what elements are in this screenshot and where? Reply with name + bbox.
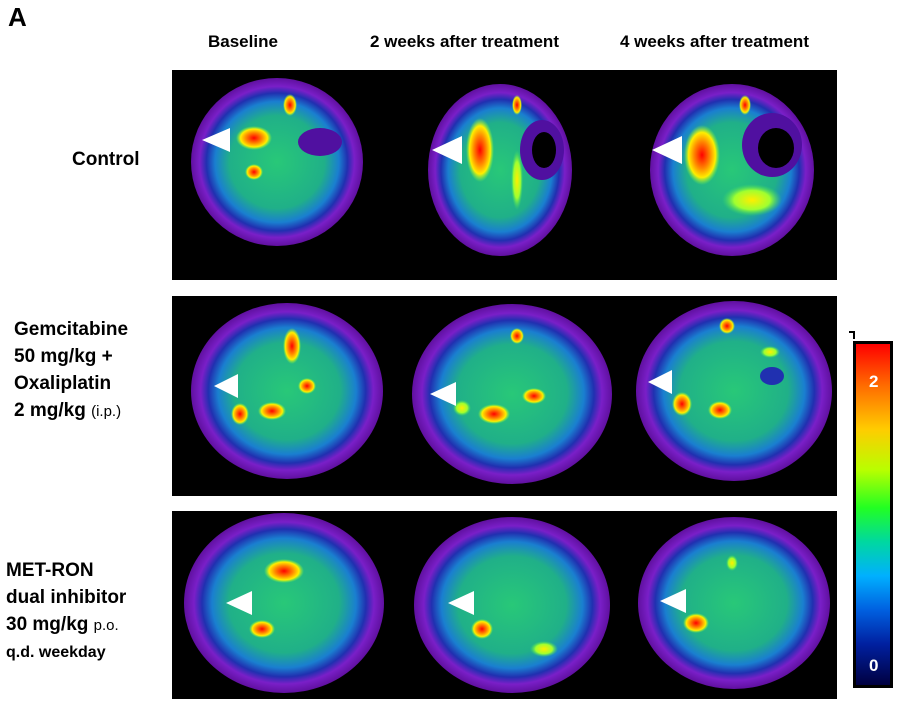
scan-control-4-weeks — [650, 84, 814, 256]
row-label-met-line-3: 30 mg/kg p.o. — [6, 611, 126, 639]
row-label-gem-line-4: 2 mg/kg (i.p.) — [14, 397, 128, 425]
scan-met-4-weeks — [638, 517, 830, 689]
panel-letter: A — [8, 2, 27, 32]
scan-gem-2-weeks — [412, 304, 612, 484]
row-label-gem-oxa: Gemcitabine 50 mg/kg + Oxaliplatin 2 mg/… — [14, 316, 128, 425]
row-label-gem-dose: 2 mg/kg — [14, 400, 86, 421]
colorbar-max-label: 2 — [869, 372, 879, 391]
scan-row-gem-oxa — [191, 301, 832, 484]
row-label-met-line-4: q.d. weekday — [6, 644, 106, 661]
column-title-2-weeks: 2 weeks after treatment — [370, 32, 559, 51]
row-label-gem-route: (i.p.) — [91, 403, 122, 420]
colorbar-min-label: 0 — [869, 656, 879, 675]
colorbar-outline — [849, 331, 855, 339]
row-label-control: Control — [72, 146, 140, 173]
scan-met-baseline — [184, 513, 384, 693]
scan-row-met-ron — [184, 513, 830, 693]
scan-row-control — [191, 78, 814, 256]
column-title-4-weeks: 4 weeks after treatment — [620, 32, 809, 51]
colorbar-gradient — [856, 344, 890, 685]
row-label-met-ron: MET-RON dual inhibitor 30 mg/kg p.o. q.d… — [6, 557, 126, 666]
scan-panel-met-ron — [172, 511, 837, 699]
scan-control-baseline — [191, 78, 363, 246]
row-label-met-line-1: MET-RON — [6, 560, 94, 581]
row-label-met-dose: 30 mg/kg — [6, 614, 89, 635]
scan-gem-baseline — [191, 303, 383, 479]
scan-control-2-weeks — [428, 84, 572, 256]
row-label-gem-line-3: Oxaliplatin — [14, 373, 112, 394]
scan-panel-control — [172, 70, 837, 280]
row-label-control-text: Control — [72, 149, 140, 170]
row-label-gem-line-1: Gemcitabine — [14, 319, 129, 340]
colorbar — [853, 341, 893, 688]
scan-gem-4-weeks — [636, 301, 832, 481]
column-title-baseline: Baseline — [208, 32, 278, 51]
row-label-met-line-2: dual inhibitor — [6, 587, 127, 608]
scan-met-2-weeks — [414, 517, 610, 693]
row-label-met-route: p.o. — [93, 617, 119, 634]
row-label-gem-line-2: 50 mg/kg + — [14, 346, 113, 367]
scan-panel-gem-oxa — [172, 296, 837, 496]
